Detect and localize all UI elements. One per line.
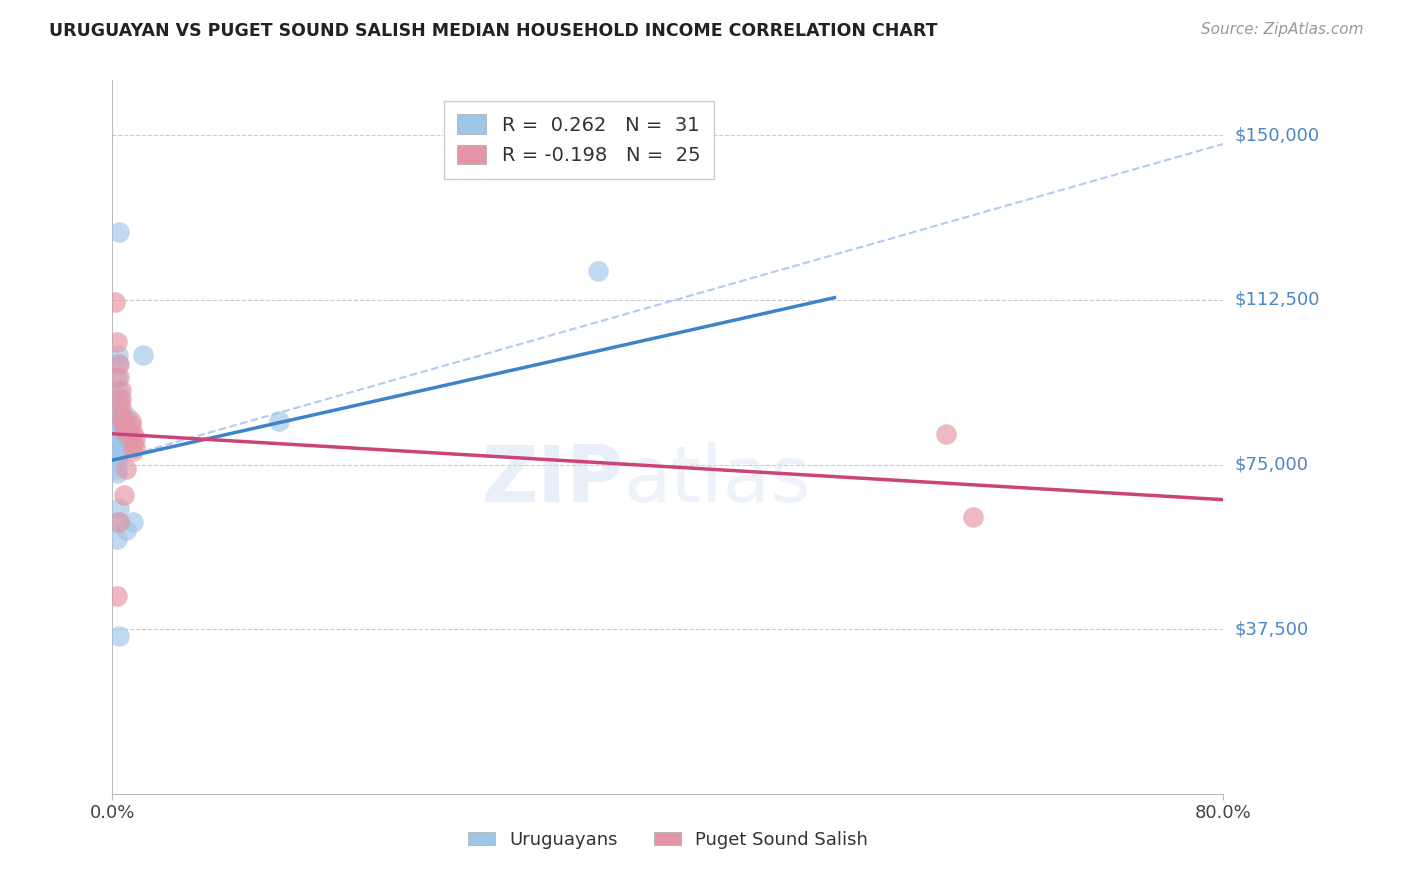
Text: Source: ZipAtlas.com: Source: ZipAtlas.com: [1201, 22, 1364, 37]
Point: [122, 426, 145, 441]
Point: [124, 431, 146, 445]
Point: [108, 369, 131, 384]
Point: [107, 515, 129, 529]
Text: atlas: atlas: [623, 442, 811, 518]
Point: [111, 409, 134, 424]
Point: [104, 422, 127, 436]
Point: [124, 440, 146, 454]
Point: [108, 515, 131, 529]
Text: URUGUAYAN VS PUGET SOUND SALISH MEDIAN HOUSEHOLD INCOME CORRELATION CHART: URUGUAYAN VS PUGET SOUND SALISH MEDIAN H…: [49, 22, 938, 40]
Point: [105, 462, 128, 476]
Point: [108, 629, 131, 643]
Point: [115, 417, 138, 432]
Point: [110, 435, 132, 450]
Point: [132, 348, 155, 362]
Point: [105, 589, 128, 603]
Point: [107, 449, 129, 463]
Point: [120, 417, 142, 432]
Point: [122, 515, 145, 529]
Point: [108, 392, 131, 406]
Point: [105, 334, 128, 349]
Point: [105, 369, 128, 384]
Point: [115, 409, 138, 424]
Point: [107, 383, 129, 397]
Point: [105, 409, 128, 424]
Point: [962, 510, 984, 524]
Point: [114, 422, 136, 436]
Point: [111, 414, 134, 428]
Point: [122, 435, 145, 450]
Point: [112, 417, 135, 432]
Point: [104, 295, 127, 310]
Text: $112,500: $112,500: [1234, 291, 1320, 309]
Text: $37,500: $37,500: [1234, 620, 1309, 638]
Point: [122, 444, 145, 458]
Point: [110, 392, 132, 406]
Point: [105, 431, 128, 445]
Point: [107, 348, 129, 362]
Point: [105, 426, 128, 441]
Point: [110, 383, 132, 397]
Point: [588, 264, 610, 278]
Point: [108, 225, 131, 239]
Point: [107, 357, 129, 371]
Point: [115, 426, 138, 441]
Point: [105, 414, 128, 428]
Point: [105, 405, 128, 419]
Point: [115, 462, 138, 476]
Point: [110, 401, 132, 415]
Point: [934, 426, 956, 441]
Text: $150,000: $150,000: [1234, 126, 1319, 145]
Point: [108, 501, 131, 516]
Point: [112, 488, 135, 502]
Point: [105, 453, 128, 467]
Point: [105, 532, 128, 546]
Point: [108, 357, 131, 371]
Text: ZIP: ZIP: [481, 442, 623, 518]
Point: [115, 524, 138, 538]
Legend: Uruguayans, Puget Sound Salish: Uruguayans, Puget Sound Salish: [460, 824, 876, 856]
Point: [120, 414, 142, 428]
Text: $75,000: $75,000: [1234, 456, 1309, 474]
Point: [105, 467, 128, 481]
Point: [107, 401, 129, 415]
Point: [107, 435, 129, 450]
Point: [267, 414, 291, 428]
Point: [108, 444, 131, 458]
